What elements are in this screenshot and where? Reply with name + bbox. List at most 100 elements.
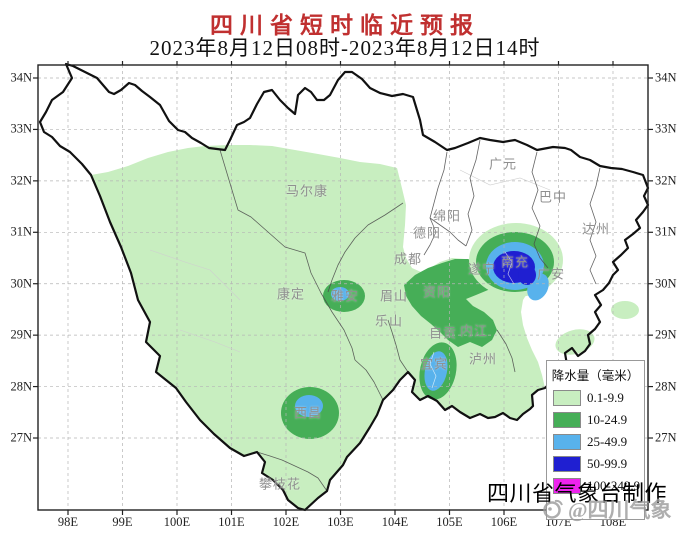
city-label: 马尔康: [285, 183, 329, 199]
city-label: 德阳: [412, 225, 442, 241]
rain-blob-yaan: [323, 280, 365, 312]
rain-patches-east: [555, 301, 639, 355]
legend-swatch: [553, 390, 581, 406]
graticule-grid: [38, 65, 648, 510]
legend-row: 10-24.9: [551, 409, 640, 431]
rain-blob-xichang: [281, 387, 339, 439]
rain-core-heavy: [331, 287, 349, 301]
city-label: 泸州: [468, 351, 498, 367]
watermark-text: @四川气象: [568, 498, 672, 522]
legend-row: 50-99.9: [551, 453, 640, 475]
prefecture-boundaries: [219, 139, 601, 492]
legend-title: 降水量（毫米）: [551, 369, 640, 383]
boundary-line: [423, 151, 448, 256]
legend-label: 100-249.9: [587, 478, 641, 493]
y-axis-label-right: 34N: [655, 70, 677, 85]
y-axis-label-right: 28N: [655, 379, 677, 394]
boundary-line: [387, 319, 409, 373]
county-lines: [149, 169, 551, 353]
city-label: 眉山: [379, 288, 409, 304]
y-axis-label-right: 30N: [655, 276, 677, 291]
rain-blob-yibin: [419, 342, 457, 400]
legend-row: 25-49.9: [551, 431, 640, 453]
y-axis-label-left: 32N: [10, 173, 32, 188]
city-label: 自贡: [428, 325, 458, 341]
city-label: 资阳: [422, 284, 452, 300]
city-label: 雅安: [330, 288, 360, 304]
boundary-line: [496, 329, 516, 373]
county-line: [179, 329, 241, 353]
legend-label: 0.1-9.9: [587, 390, 624, 405]
legend-swatch: [553, 434, 581, 450]
y-axis-label-left: 31N: [10, 224, 32, 239]
rain-core-heavy: [295, 395, 323, 417]
y-axis-label-left: 27N: [10, 430, 32, 445]
boundary-line: [465, 139, 481, 247]
y-axis-label-right: 31N: [655, 224, 677, 239]
legend-row: 100-249.9: [551, 475, 640, 497]
precipitation-legend: 降水量（毫米） 0.1-9.9 10-24.9 25-49.9 50-99.9 100-…: [546, 360, 645, 520]
legend-swatch: [553, 412, 581, 428]
y-axis-label-right: 29N: [655, 327, 677, 342]
county-line: [429, 351, 437, 389]
x-axis-label: 103E: [327, 515, 354, 529]
watermark: @四川气象: [541, 494, 672, 524]
rain-region-moderate-ziyang: [404, 259, 497, 347]
legend-label: 50-99.9: [587, 456, 628, 471]
province-outline: [38, 62, 650, 512]
weibo-logo-icon: [543, 499, 563, 519]
x-axis-label: 106E: [490, 515, 518, 529]
rain-core-heavy: [424, 351, 448, 391]
rain-region-light: [91, 145, 545, 510]
city-label: 攀枝花: [258, 476, 302, 492]
legend-label: 10-24.9: [587, 412, 628, 427]
city-label: 绵阳: [432, 208, 462, 224]
x-axis-label: 98E: [57, 515, 79, 529]
legend-label: 25-49.9: [587, 434, 628, 449]
city-label: 内江: [459, 323, 489, 339]
legend-swatch: [553, 478, 581, 494]
axis-ticks: [33, 61, 653, 515]
city-label: 广安: [536, 266, 566, 282]
page-subtitle: 2023年8月12日08时-2023年8月12日14时: [149, 36, 541, 60]
x-axis-label: 101E: [218, 515, 245, 529]
rain-patch: [611, 301, 639, 319]
x-axis-label: 99E: [112, 515, 133, 529]
county-line: [149, 249, 241, 301]
county-line: [504, 251, 515, 285]
city-label: 西昌: [293, 405, 323, 421]
boundary-line: [256, 451, 328, 492]
y-axis-label-right: 32N: [655, 173, 677, 188]
y-axis-label-left: 28N: [10, 379, 32, 394]
rain-core-intense: [518, 265, 536, 285]
x-axis-label: 102E: [272, 515, 300, 529]
page-title: 四川省短时临近预报: [210, 13, 480, 38]
x-axis-label: 104E: [381, 515, 409, 529]
boundary-line: [354, 359, 384, 401]
x-axis-label: 105E: [436, 515, 463, 529]
city-label: 南充: [500, 254, 530, 270]
city-label: 成都: [393, 251, 423, 267]
city-label: 广元: [488, 156, 518, 172]
y-axis-label-right: 33N: [655, 121, 677, 136]
county-line: [459, 169, 551, 191]
y-axis-label-left: 29N: [10, 327, 32, 342]
legend-rows: 0.1-9.9 10-24.9 25-49.9 50-99.9 100-249.9: [551, 387, 640, 497]
city-label: 乐山: [374, 313, 404, 329]
maker-credit: 四川省气象台制作: [487, 481, 668, 506]
x-axis-label: 100E: [163, 515, 191, 529]
y-axis-label-left: 33N: [10, 121, 32, 136]
city-label: 康定: [276, 286, 306, 302]
city-label: 遂宁: [467, 261, 497, 277]
y-axis-label-right: 27N: [655, 430, 677, 445]
city-label: 巴中: [538, 189, 568, 205]
city-label: 宜宾: [419, 356, 449, 372]
legend-swatch: [553, 456, 581, 472]
boundary-line: [589, 167, 601, 285]
map-frame: [37, 64, 649, 511]
boundary-line: [429, 217, 467, 247]
boundary-line: [219, 149, 356, 361]
y-axis-label-left: 30N: [10, 276, 32, 291]
rain-patch: [555, 329, 595, 355]
boundary-line: [327, 202, 404, 293]
